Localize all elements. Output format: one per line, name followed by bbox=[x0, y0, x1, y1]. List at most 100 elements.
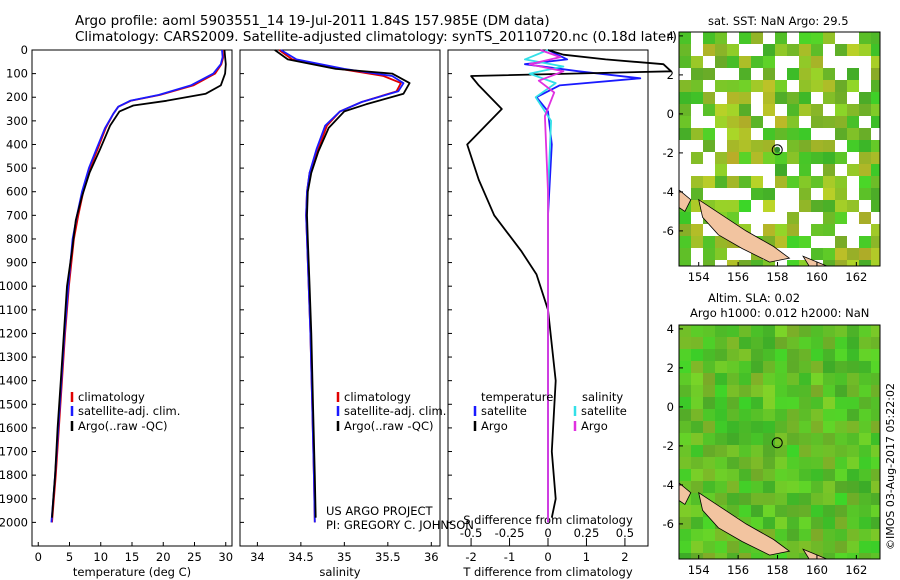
sla-map-cell bbox=[727, 397, 739, 409]
difference-legend-header-salinity: salinity bbox=[582, 390, 623, 404]
sla-map-cell bbox=[691, 349, 703, 361]
sst-map-cell bbox=[691, 152, 703, 164]
sla-map-cell bbox=[691, 373, 703, 385]
sla-map-cell bbox=[703, 553, 715, 559]
sst-map-cell bbox=[859, 212, 871, 224]
sla-map-cell bbox=[835, 481, 847, 493]
sst-map-cell bbox=[679, 260, 691, 266]
sst-map-cell bbox=[847, 164, 859, 176]
sla-map-cell bbox=[703, 325, 715, 337]
depth-tick-label: 200 bbox=[6, 90, 28, 104]
sst-map-cell bbox=[763, 128, 775, 140]
sst-map-cell bbox=[871, 236, 880, 248]
sla-map-cell bbox=[763, 373, 775, 385]
sst-map-cell bbox=[787, 44, 799, 56]
sst-map-cell bbox=[799, 176, 811, 188]
sla-map-cell bbox=[751, 349, 763, 361]
sla-map-cell bbox=[847, 457, 859, 469]
sst-map-cell bbox=[715, 164, 727, 176]
sla-map-cell bbox=[775, 505, 787, 517]
temperature-x-tick-label: 10 bbox=[93, 550, 108, 564]
sla-map-cell bbox=[691, 541, 703, 553]
sla-map-cell bbox=[799, 541, 811, 553]
sla-map-x-tick-label: 160 bbox=[806, 563, 828, 577]
sst-map-cell bbox=[847, 116, 859, 128]
sst-map-cell bbox=[727, 56, 739, 68]
sla-map-cell bbox=[787, 517, 799, 529]
sst-map-cell bbox=[775, 116, 787, 128]
sla-map-cell bbox=[871, 493, 880, 505]
sla-map-cell bbox=[763, 337, 775, 349]
sst-map-cell bbox=[751, 80, 763, 92]
sst-map-cell bbox=[727, 140, 739, 152]
sla-map-cell bbox=[763, 469, 775, 481]
sst-map-argo-marker-fill bbox=[774, 146, 781, 153]
sla-map-cell bbox=[715, 325, 727, 337]
sla-map-cell bbox=[739, 361, 751, 373]
sst-map-cell bbox=[727, 152, 739, 164]
sla-map-cell bbox=[799, 529, 811, 541]
credit-project: US ARGO PROJECT bbox=[326, 504, 434, 518]
sla-map-cell bbox=[799, 469, 811, 481]
sla-map-land-0 bbox=[698, 491, 791, 556]
sst-map-cell bbox=[835, 116, 847, 128]
sst-map-cell bbox=[811, 32, 823, 44]
sla-map-cell bbox=[859, 505, 871, 517]
sst-map-cell bbox=[715, 200, 727, 212]
sla-map-cell bbox=[787, 469, 799, 481]
salinity-x-tick-label: 34.5 bbox=[288, 550, 314, 564]
difference-series-1 bbox=[466, 49, 672, 518]
sla-map-cell bbox=[679, 529, 691, 541]
sst-map-cell bbox=[859, 104, 871, 116]
sst-map-cell bbox=[799, 92, 811, 104]
sla-map-cell bbox=[871, 433, 880, 445]
sst-map-cell bbox=[727, 176, 739, 188]
sst-map-cell bbox=[871, 116, 880, 128]
sla-map-cell bbox=[847, 373, 859, 385]
sla-map-cell bbox=[691, 397, 703, 409]
sst-map-cell bbox=[799, 188, 811, 200]
sst-map-cell bbox=[847, 260, 859, 266]
sst-map-cell bbox=[871, 32, 880, 44]
difference-legend-s-satellite-label: satellite bbox=[581, 404, 627, 418]
sst-map-cell bbox=[871, 188, 880, 200]
sst-map-cell bbox=[823, 116, 835, 128]
depth-tick-label: 800 bbox=[6, 232, 28, 246]
sst-map-cell bbox=[799, 44, 811, 56]
sdiff-x-tick-label: 0 bbox=[544, 526, 551, 540]
sla-map-cell bbox=[751, 493, 763, 505]
sst-map-cell bbox=[859, 164, 871, 176]
sla-map-cell bbox=[787, 397, 799, 409]
sla-map-cell bbox=[787, 529, 799, 541]
sla-map-cell bbox=[739, 553, 751, 559]
sla-map-cell bbox=[739, 469, 751, 481]
sla-map-cell bbox=[871, 349, 880, 361]
salinity-x-tick-label: 35.5 bbox=[375, 550, 401, 564]
depth-tick-label: 900 bbox=[6, 256, 28, 270]
sla-map-cell bbox=[859, 517, 871, 529]
sla-map-cell bbox=[703, 529, 715, 541]
sst-map-cell bbox=[871, 140, 880, 152]
tdiff-x-tick-label: 0 bbox=[544, 550, 551, 564]
sla-map-cell bbox=[751, 385, 763, 397]
sla-map-cell bbox=[859, 361, 871, 373]
sla-map-cell bbox=[799, 349, 811, 361]
sst-map-cell bbox=[775, 164, 787, 176]
sst-map-cell bbox=[679, 116, 691, 128]
sla-map-cell bbox=[715, 433, 727, 445]
sla-map-cell bbox=[679, 433, 691, 445]
sla-map-cell bbox=[847, 433, 859, 445]
sst-map-cell bbox=[739, 104, 751, 116]
sst-map-cell bbox=[799, 68, 811, 80]
sla-map-cell bbox=[763, 505, 775, 517]
sla-map-cell bbox=[775, 469, 787, 481]
sla-map-x-tick-label: 158 bbox=[767, 563, 789, 577]
sla-map-cell bbox=[775, 481, 787, 493]
sst-map-cell bbox=[859, 236, 871, 248]
sst-map-cell bbox=[823, 32, 835, 44]
sst-map-cell bbox=[823, 140, 835, 152]
sla-map-cell bbox=[871, 481, 880, 493]
sst-map-cell bbox=[703, 260, 715, 266]
sla-map-cell bbox=[871, 541, 880, 553]
sst-map-cell bbox=[715, 44, 727, 56]
